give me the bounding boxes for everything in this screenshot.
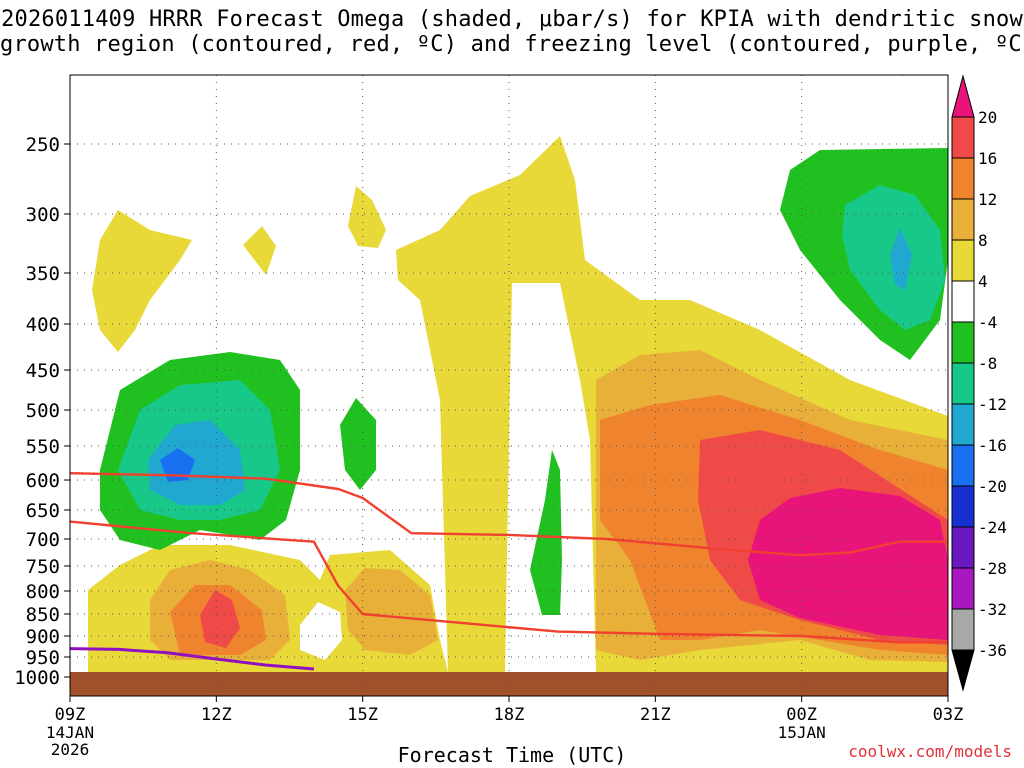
x-tick-sublabel-15JAN: 15JAN bbox=[778, 723, 826, 742]
omega-region-small-yellow-1430z bbox=[243, 226, 276, 275]
colorbar-label-12: 12 bbox=[978, 190, 997, 209]
colorbar-label--36: -36 bbox=[978, 641, 1007, 660]
colorbar-band-6 bbox=[951, 362, 975, 405]
colorbar-label-8: 8 bbox=[978, 231, 988, 250]
y-tick-label-650: 650 bbox=[26, 500, 60, 522]
colorbar-band-10 bbox=[951, 526, 975, 569]
x-tick-label-12Z: 12Z bbox=[201, 705, 232, 725]
omega-region-left-cyan bbox=[148, 420, 245, 505]
temperature-contours bbox=[70, 472, 948, 671]
x-tick-sublabel-2026: 2026 bbox=[51, 740, 90, 759]
x-tick-label-18Z: 18Z bbox=[494, 705, 525, 725]
colorbar-band-9 bbox=[951, 485, 975, 528]
y-tick-label-300: 300 bbox=[26, 204, 60, 226]
colorbar-band-11 bbox=[951, 567, 975, 610]
colorbar-band-3 bbox=[951, 239, 975, 282]
colorbar-label--4: -4 bbox=[978, 313, 997, 332]
omega-region-small-yellow-1500z bbox=[348, 186, 386, 248]
colorbar-band-0 bbox=[951, 116, 975, 159]
y-tick-label-400: 400 bbox=[26, 314, 60, 336]
colorbar-label--32: -32 bbox=[978, 600, 1007, 619]
source-credit: coolwx.com/models bbox=[848, 742, 1012, 761]
colorbar-band-1 bbox=[951, 157, 975, 200]
chart-title-line-2: growth region (contoured, red, ºC) and f… bbox=[0, 32, 1024, 57]
omega-region-left-blue bbox=[160, 448, 195, 482]
colorbar-label--8: -8 bbox=[978, 354, 997, 373]
x-tick-label-03Z: 03Z bbox=[933, 705, 964, 725]
omega-region-white-hole bbox=[300, 602, 342, 660]
colorbar-band-4 bbox=[951, 280, 975, 323]
colorbar-label--20: -20 bbox=[978, 477, 1007, 496]
x-tick-label-00Z: 00Z bbox=[786, 705, 817, 725]
x-tick-label-15Z: 15Z bbox=[347, 705, 378, 725]
omega-region-upper-left-yellow bbox=[92, 210, 192, 352]
y-tick-label-950: 950 bbox=[26, 647, 60, 669]
y-tick-label-450: 450 bbox=[26, 360, 60, 382]
colorbar-band-2 bbox=[951, 198, 975, 241]
x-tick-sublabel-14JAN: 14JAN bbox=[46, 723, 94, 742]
y-tick-label-900: 900 bbox=[26, 626, 60, 648]
x-tick-label-21Z: 21Z bbox=[640, 705, 671, 725]
colorbar-label--24: -24 bbox=[978, 518, 1007, 537]
colorbar-band-7 bbox=[951, 403, 975, 446]
y-tick-label-750: 750 bbox=[26, 556, 60, 578]
colorbar-legend: 20 16 12 8 4 -4 -8 -12 -16 -20 -24 -28 -32 -36 bbox=[951, 74, 1007, 692]
colorbar-band-8 bbox=[951, 444, 975, 487]
colorbar-band-5 bbox=[951, 321, 975, 364]
colorbar-label--12: -12 bbox=[978, 395, 1007, 414]
y-tick-label-1000: 1000 bbox=[14, 667, 60, 689]
colorbar-band-12 bbox=[951, 608, 975, 651]
y-tick-label-550: 550 bbox=[26, 436, 60, 458]
omega-region-mid-green-1500z bbox=[340, 398, 376, 490]
omega-shading bbox=[70, 75, 948, 696]
y-tick-label-500: 500 bbox=[26, 400, 60, 422]
chart-title-line-1: 2026011409 HRRR Forecast Omega (shaded, … bbox=[1, 7, 1023, 32]
omega-region-central-green bbox=[530, 450, 562, 615]
pressure-axis: 2503003504004505005506006507007508008509… bbox=[14, 134, 70, 689]
y-tick-label-850: 850 bbox=[26, 604, 60, 626]
dgz-contour-dgz-top bbox=[70, 472, 948, 557]
colorbar-label-4: 4 bbox=[978, 272, 988, 291]
freezing-level-contour bbox=[70, 647, 315, 671]
y-tick-label-350: 350 bbox=[26, 263, 60, 285]
colorbar-top-arrow bbox=[951, 74, 975, 118]
omega-region-right-magenta20 bbox=[748, 488, 948, 640]
y-tick-label-700: 700 bbox=[26, 529, 60, 551]
colorbar-label--28: -28 bbox=[978, 559, 1007, 578]
dgz-contour-dgz-bottom bbox=[70, 520, 948, 644]
omega-region-lower-left-red bbox=[200, 590, 240, 648]
x-tick-label-09Z: 09Z bbox=[55, 705, 86, 725]
y-tick-label-600: 600 bbox=[26, 470, 60, 492]
colorbar-label-16: 16 bbox=[978, 149, 997, 168]
colorbar-label-20: 20 bbox=[978, 108, 997, 127]
omega-region-right-cyan bbox=[890, 228, 912, 290]
y-tick-label-250: 250 bbox=[26, 134, 60, 156]
x-axis-label: Forecast Time (UTC) bbox=[397, 743, 627, 767]
colorbar-label--16: -16 bbox=[978, 436, 1007, 455]
omega-region-mid-orange-1500z bbox=[345, 568, 438, 655]
colorbar-bottom-arrow bbox=[951, 649, 975, 692]
y-tick-label-800: 800 bbox=[26, 581, 60, 603]
